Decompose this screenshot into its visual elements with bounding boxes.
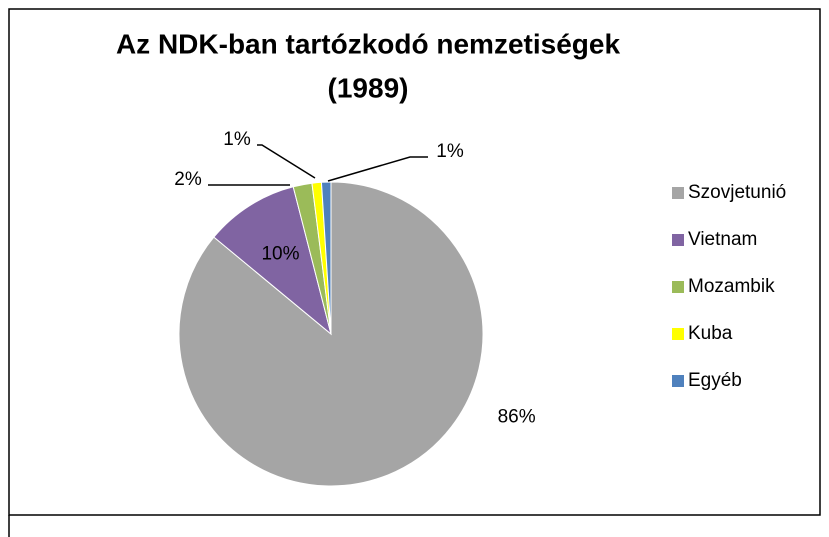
legend-swatch [672,375,684,387]
data-label: 1% [223,129,251,150]
data-label: 2% [174,169,202,190]
data-label: 1% [436,141,464,162]
pie-slice [320,181,332,335]
legend-swatch [672,187,684,199]
legend-swatch [672,328,684,340]
pie-slice [213,186,332,336]
legend-swatch [672,281,684,293]
pie-slice [178,181,484,487]
legend-label: Kuba [688,323,733,344]
legend-swatch [672,234,684,246]
leader-line [257,144,316,179]
legend-label: Vietnam [688,229,757,250]
legend-label: Mozambik [688,276,775,297]
chart-title: Az NDK-ban tartózkodó nemzetiségek [116,28,620,59]
legend-label: Egyéb [688,370,742,391]
legend-label: Szovjetunió [688,182,786,203]
chart-title: (1989) [328,72,409,103]
leader-line [327,156,428,182]
data-label: 10% [261,243,299,264]
data-label: 86% [498,407,536,428]
